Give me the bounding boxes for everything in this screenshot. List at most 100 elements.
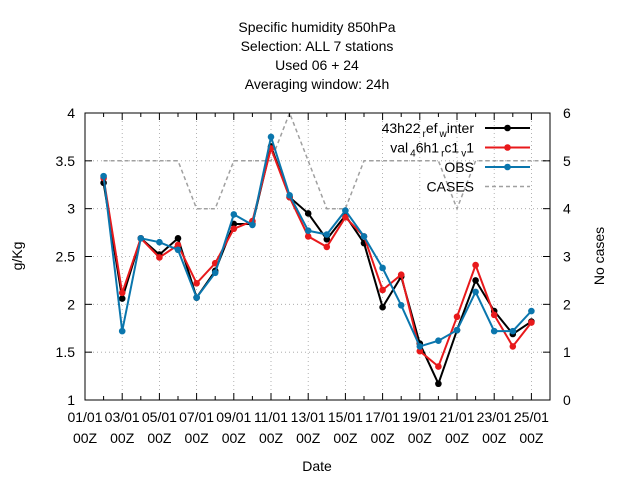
legend-label-sub: 4 — [410, 149, 416, 160]
data-point — [230, 225, 238, 233]
y-tick-label: 4 — [67, 105, 75, 121]
legend-label: 43h22 ref winter — [382, 120, 475, 140]
data-point — [342, 213, 349, 221]
data-point — [323, 243, 331, 251]
data-point — [304, 227, 312, 234]
data-point — [379, 286, 386, 294]
data-point — [379, 264, 386, 272]
x-tick-label-date: 21/01 — [439, 409, 474, 425]
legend-label-sub: v — [461, 149, 466, 160]
plot-series — [100, 110, 550, 388]
x-tick-label-hour: 00Z — [259, 430, 284, 446]
data-point — [193, 294, 200, 301]
x-tick-label-hour: 00Z — [185, 430, 210, 446]
x-tick-label-hour: 00Z — [371, 430, 396, 446]
legend-label-main: val — [390, 140, 408, 156]
x-tick-label-hour: 00Z — [222, 430, 247, 446]
y-tick-label: 1 — [67, 392, 75, 408]
legend-marker — [504, 163, 511, 171]
data-point — [453, 326, 461, 334]
x-tick-label-hour: 00Z — [147, 430, 172, 446]
y-tick-label: 1.5 — [56, 344, 76, 360]
title-line: Used 06 + 24 — [275, 57, 359, 73]
x-tick-label-hour: 00Z — [296, 430, 321, 446]
x-tick-label-date: 11/01 — [254, 409, 288, 425]
data-point — [304, 233, 312, 240]
data-point — [193, 279, 200, 287]
y-tick-label: 2 — [67, 296, 75, 312]
data-point — [323, 231, 331, 238]
y2-tick-label: 3 — [563, 249, 571, 265]
y-axis-label: g/Kg — [9, 242, 25, 271]
data-point — [528, 319, 535, 326]
data-point — [156, 254, 163, 261]
data-point — [379, 303, 386, 311]
axis-ticks: 1 1.5 2 2.5 3 3.5 4 0 1 2 3 4 5 6 01/01 00Z 03/01 00Z 05/0… — [56, 105, 571, 446]
series-line — [102, 145, 533, 369]
x-tick-label-hour: 00Z — [333, 430, 358, 446]
legend-marker — [504, 144, 511, 151]
data-point — [509, 327, 517, 335]
data-point — [118, 289, 126, 297]
x-tick-label-hour: 00Z — [110, 430, 135, 446]
x-tick-label-hour: 00Z — [73, 430, 98, 446]
legend-entry: OBS — [444, 159, 530, 175]
x-tick-label-date: 15/01 — [328, 409, 363, 425]
legend-label-part: c1 — [444, 140, 459, 156]
x-tick-label-date: 13/01 — [291, 409, 326, 425]
x-tick-label-date: 19/01 — [402, 409, 437, 425]
x-tick-label-hour: 00Z — [408, 430, 433, 446]
data-point — [100, 172, 107, 180]
legend-label-part: 6h1 — [416, 140, 440, 156]
y2-axis-label: No cases — [591, 227, 607, 285]
data-point — [397, 301, 405, 309]
chart-title: Specific humidity 850hPa Selection: ALL 7… — [238, 19, 395, 92]
series-obs — [100, 132, 535, 350]
legend-label-sub: r — [441, 149, 445, 160]
data-point — [453, 313, 461, 321]
x-tick-label-date: 23/01 — [477, 409, 512, 425]
series-line — [103, 110, 550, 211]
x-tick-label-date: 25/01 — [514, 409, 549, 425]
data-point — [360, 233, 368, 240]
data-point — [472, 288, 479, 296]
legend-label-main: CASES — [427, 179, 474, 195]
y2-tick-label: 1 — [563, 344, 571, 360]
x-tick-label-date: 17/01 — [365, 409, 400, 425]
y2-tick-label: 0 — [563, 392, 571, 408]
legend-label-part: inter — [447, 120, 475, 136]
x-tick-label-hour: 00Z — [519, 430, 544, 446]
y2-tick-label: 5 — [563, 153, 571, 169]
data-point — [156, 238, 163, 246]
y-tick-label: 2.5 — [56, 249, 76, 265]
legend-label: OBS — [444, 159, 474, 175]
data-point — [304, 210, 312, 217]
data-point — [118, 327, 126, 335]
data-point — [174, 241, 182, 249]
data-point — [267, 133, 275, 141]
series-line — [102, 132, 533, 348]
legend-label: CASES — [427, 179, 474, 195]
legend-label-part: 1 — [466, 140, 474, 156]
y2-tick-label: 2 — [563, 296, 571, 312]
data-point — [342, 207, 349, 214]
data-point — [174, 235, 182, 242]
legend-entry: val 46h1 rc1 v1 — [390, 140, 530, 160]
legend-label-sub: w — [439, 129, 448, 140]
data-point — [509, 343, 517, 350]
data-point — [490, 311, 498, 319]
legend-label-part: ef — [426, 120, 438, 136]
data-point — [490, 327, 498, 335]
data-point — [416, 347, 424, 355]
data-point — [435, 363, 442, 370]
y-tick-label: 3.5 — [56, 153, 76, 169]
y-tick-label: 3 — [67, 201, 75, 217]
data-point — [435, 380, 442, 388]
x-tick-label-date: 09/01 — [216, 409, 251, 425]
legend-label: val 46h1 rc1 v1 — [390, 140, 474, 160]
series-cases — [103, 110, 550, 211]
y2-tick-label: 4 — [563, 201, 571, 217]
x-tick-label-date: 01/01 — [67, 409, 102, 425]
